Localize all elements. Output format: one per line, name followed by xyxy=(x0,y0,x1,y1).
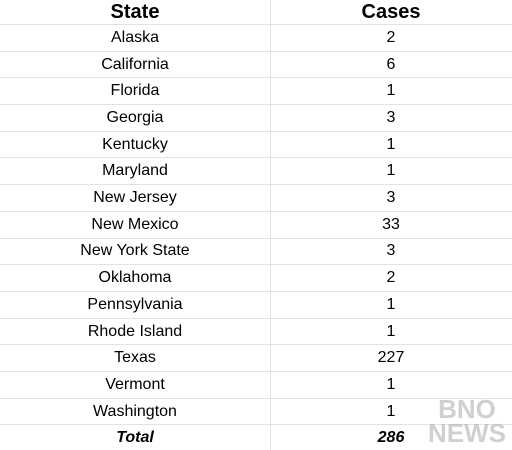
cases-cell: 1 xyxy=(386,295,396,313)
table-row: Maryland 1 xyxy=(0,159,512,186)
cases-cell: 3 xyxy=(386,108,396,126)
state-cell: Pennsylvania xyxy=(87,295,183,313)
table-row: Texas 227 xyxy=(0,345,512,373)
watermark-line: NEWS xyxy=(428,418,506,449)
cases-cell: 33 xyxy=(382,215,400,233)
cases-cell: 1 xyxy=(386,322,396,340)
state-cell: New York State xyxy=(80,242,190,260)
state-cell: Georgia xyxy=(106,108,164,126)
watermark-line: BNO xyxy=(438,393,496,424)
cases-cell: 6 xyxy=(386,55,396,73)
state-cell: Vermont xyxy=(105,375,165,393)
cases-cell: 1 xyxy=(386,402,396,420)
state-cell: Oklahoma xyxy=(98,269,172,287)
cases-cell: Cases xyxy=(361,0,421,23)
table-row: Washington 1 xyxy=(0,399,512,426)
state-cell: Washington xyxy=(93,402,177,420)
table-row: New Jersey 3 xyxy=(0,185,512,212)
cases-cell: 3 xyxy=(386,242,396,260)
cases-cell: 1 xyxy=(386,375,396,393)
state-cell: Rhode Island xyxy=(87,322,183,340)
cases-cell: 2 xyxy=(386,269,396,287)
table-row: Rhode Island 1 xyxy=(0,319,512,346)
state-cell: Alaska xyxy=(110,28,160,46)
table-row: Kentucky 1 xyxy=(0,132,512,159)
table-row: Oklahoma 2 xyxy=(0,265,512,292)
state-cell: New Mexico xyxy=(91,215,179,233)
cases-cell: 1 xyxy=(386,162,396,180)
state-cell: Florida xyxy=(110,82,160,100)
cases-cell: 1 xyxy=(386,135,396,153)
state-cell: Maryland xyxy=(102,162,168,180)
state-cell: Kentucky xyxy=(102,135,168,153)
column-divider xyxy=(270,0,271,450)
table-row: New York State 3 xyxy=(0,239,512,266)
state-cell: Total xyxy=(116,429,154,447)
table-row: Pennsylvania 1 xyxy=(0,292,512,319)
table-row: Alaska 2 xyxy=(0,25,512,52)
table-row: Vermont 1 xyxy=(0,372,512,399)
table-row: New Mexico 33 xyxy=(0,212,512,239)
cases-cell: 227 xyxy=(377,349,405,367)
header-row: State Cases xyxy=(0,0,512,25)
cases-cell: 1 xyxy=(386,82,396,100)
cases-cell: 3 xyxy=(386,189,396,207)
state-cell: New Jersey xyxy=(93,189,177,207)
state-cell: Texas xyxy=(114,349,156,367)
watermark: BNO NEWS xyxy=(428,393,506,449)
state-cell: California xyxy=(101,55,169,73)
total-row: Total 286 xyxy=(0,426,512,450)
table-row: California 6 xyxy=(0,52,512,79)
cases-cell: 286 xyxy=(377,429,405,447)
table-row: Florida 1 xyxy=(0,78,512,106)
table-row: Georgia 3 xyxy=(0,105,512,132)
cases-cell: 2 xyxy=(386,28,396,46)
state-cell: State xyxy=(110,0,160,23)
